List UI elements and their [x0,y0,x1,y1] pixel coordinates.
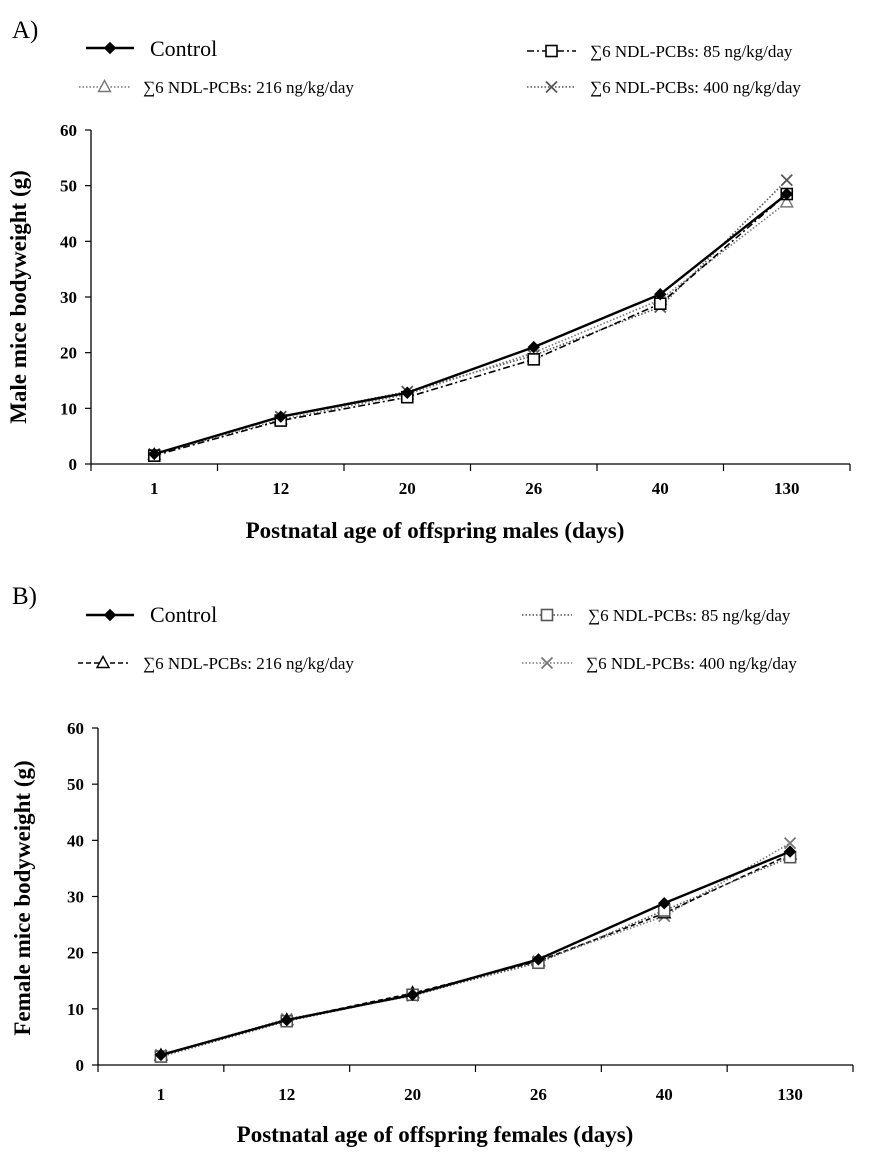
legend-entry: Control [86,602,217,627]
y-axis-title: Female mice bodyweight (g) [10,760,35,1035]
legend-entry: ∑6 NDL-PCBs: 85 ng/kg/day [527,42,793,61]
data-point-marker [154,1048,168,1062]
series-triangle [153,846,798,1061]
x-tick-label: 20 [399,479,416,498]
legend-label: ∑6 NDL-PCBs: 85 ng/kg/day [590,42,793,61]
legend-label: Control [150,36,217,61]
legend-label: ∑6 NDL-PCBs: 400 ng/kg/day [590,78,801,97]
legend-marker [540,608,554,622]
x-tick-label: 20 [404,1085,421,1104]
data-point-marker [780,187,793,201]
series-x [154,837,797,1062]
series-line [154,201,788,456]
x-axis-title: Postnatal age of offspring males (days) [246,518,625,543]
x-tick-label: 26 [525,479,542,498]
chart-panel-b: B) 0 10 20 30 40 50 60 1 12 20 26 40 130 Postnatal age… [10,583,854,1147]
legend-label: ∑6 NDL-PCBs: 400 ng/kg/day [586,654,797,673]
legend-entry: ∑6 NDL-PCBs: 216 ng/kg/day [78,654,354,673]
legend-marker [545,80,558,94]
chart-panel-a: A) 0 10 20 30 40 50 60 1 12 20 26 40 130 Postnatal age… [6,17,851,543]
y-tick-label: 60 [67,719,84,738]
legend-label: ∑6 NDL-PCBs: 216 ng/kg/day [143,654,354,673]
series-triangle [147,194,794,460]
data-point-marker [783,837,797,850]
x-tick-label: 130 [777,1085,803,1104]
y-tick-label: 50 [67,775,84,794]
series-line [160,842,791,1056]
legend-marker [95,655,111,669]
series-square [147,187,794,462]
y-tick-label: 20 [60,344,77,363]
series-line [160,856,791,1058]
legend-entry: ∑6 NDL-PCBs: 400 ng/kg/day [527,78,801,97]
y-tick-label: 60 [60,121,77,140]
series-line [160,850,791,1057]
series-control [154,845,797,1062]
legend-entry: ∑6 NDL-PCBs: 85 ng/kg/day [522,606,791,625]
data-point-marker [780,173,793,187]
y-tick-label: 10 [60,399,77,418]
legend-entry: Control [86,36,217,61]
data-point-marker [274,410,287,423]
x-tick-label: 26 [530,1085,547,1104]
panel-label: B) [12,583,37,610]
series-x [148,173,793,461]
y-tick-label: 20 [67,944,84,963]
legend-marker [540,656,554,670]
data-point-marker [779,194,794,208]
y-axis-title: Male mice bodyweight (g) [6,170,31,424]
data-point-marker [532,953,545,966]
x-tick-label: 12 [278,1085,295,1104]
data-point-marker [654,288,667,301]
y-tick-label: 50 [60,177,77,196]
data-point-marker [527,353,541,366]
data-point-marker [148,447,161,461]
x-tick-label: 40 [656,1085,673,1104]
data-point-marker [658,897,671,910]
x-axis-title: Postnatal age of offspring females (days… [237,1122,634,1147]
legend-marker [545,44,558,58]
legend-label: ∑6 NDL-PCBs: 216 ng/kg/day [143,78,354,97]
legend-entry: ∑6 NDL-PCBs: 400 ng/kg/day [522,654,797,673]
series-control [148,187,793,461]
data-point-marker [280,1013,293,1027]
data-point-marker [401,386,414,399]
panel-label: A) [12,17,38,44]
y-tick-label: 30 [67,888,84,907]
data-point-marker [527,340,540,354]
x-tick-label: 1 [157,1085,166,1104]
x-tick-label: 40 [652,479,669,498]
series-line [153,193,788,456]
legend-marker [103,608,117,622]
y-tick-label: 40 [67,831,84,850]
y-tick-label: 10 [67,1000,84,1019]
series-line [160,853,791,1057]
series-line [154,179,788,455]
y-tick-label: 0 [69,455,78,474]
x-tick-label: 130 [774,479,800,498]
y-tick-label: 0 [76,1056,85,1075]
y-tick-label: 30 [60,288,77,307]
legend-label: Control [150,602,217,627]
legend-label: ∑6 NDL-PCBs: 85 ng/kg/day [588,606,791,625]
y-tick-label: 40 [60,232,77,251]
x-tick-label: 1 [150,479,159,498]
x-tick-label: 12 [272,479,289,498]
data-point-marker [783,845,797,858]
legend-marker [103,41,117,55]
legend-marker [97,79,112,93]
legend-entry: ∑6 NDL-PCBs: 216 ng/kg/day [79,78,354,97]
data-point-marker [406,988,419,1001]
series-line [154,193,788,457]
